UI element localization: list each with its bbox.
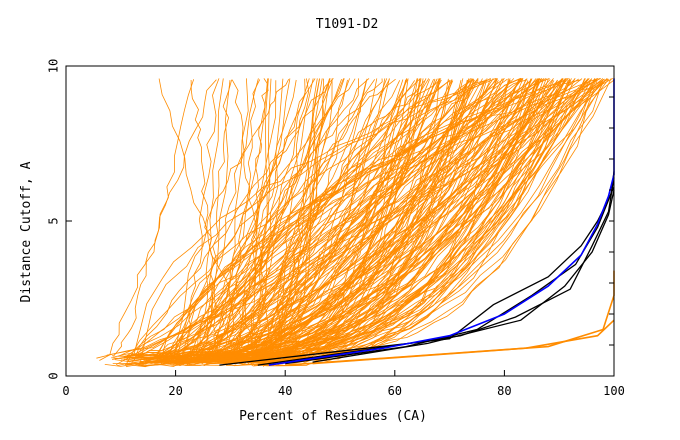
model-curve (246, 78, 589, 356)
model-curve (243, 78, 524, 360)
model-curve (198, 78, 523, 359)
model-curve (148, 80, 486, 362)
blue-curve-4 (268, 78, 615, 366)
model-curve (179, 79, 297, 360)
x-tick-label: 40 (278, 384, 292, 398)
x-axis-label: Percent of Residues (CA) (239, 409, 427, 424)
model-curve (128, 78, 589, 362)
model-curve (255, 78, 549, 367)
plot-lines (96, 78, 615, 368)
model-curve (133, 79, 490, 355)
model-curve (155, 78, 550, 356)
model-curve (247, 78, 269, 365)
model-curve (227, 78, 580, 362)
model-curve (173, 79, 290, 357)
model-curve (99, 79, 217, 361)
model-curve (197, 78, 249, 356)
x-tick-label: 80 (497, 384, 511, 398)
model-curve (188, 78, 378, 362)
model-curve (255, 78, 471, 358)
model-curve (211, 79, 434, 364)
model-curve (196, 79, 451, 356)
model-curve (180, 79, 582, 362)
model-curve (112, 78, 608, 360)
model-curve (251, 78, 269, 356)
model-curve (200, 79, 422, 363)
model-curve (270, 79, 479, 363)
y-tick-label: 0 (47, 372, 61, 379)
model-curve (175, 80, 454, 356)
model-curve (264, 78, 503, 360)
model-curve (212, 80, 416, 360)
model-curve (166, 80, 401, 364)
x-axis-ticks: 0 20 40 60 80 100 (62, 370, 625, 398)
model-curve (164, 78, 567, 361)
model-curve (188, 80, 333, 366)
model-curve (256, 78, 318, 361)
model-curve (112, 79, 195, 357)
model-curve (263, 79, 528, 358)
model-curve (238, 78, 396, 358)
x-tick-label: 20 (168, 384, 182, 398)
model-curve (154, 78, 521, 359)
model-curve (250, 79, 533, 366)
model-curve (214, 78, 427, 362)
chart-title: T1091-D2 (316, 17, 379, 32)
model-curve (207, 78, 604, 361)
model-curve (267, 78, 605, 360)
y-axis-label: Distance Cutoff, A (19, 161, 34, 302)
model-curve (121, 78, 596, 360)
highlight-lines (219, 78, 615, 366)
model-curve (153, 79, 532, 362)
model-curve (251, 79, 404, 367)
model-curve (172, 78, 370, 363)
y-axis-ticks: 0 5 10 (47, 59, 614, 380)
model-curve (157, 80, 367, 360)
x-tick-label: 60 (388, 384, 402, 398)
model-curve (126, 78, 505, 357)
model-curve (133, 78, 331, 361)
x-tick-label: 100 (603, 384, 625, 398)
model-curve (197, 78, 601, 354)
model-curve (246, 79, 591, 364)
model-curve (160, 80, 450, 365)
x-tick-label: 0 (62, 384, 69, 398)
model-curve (194, 78, 316, 354)
model-curve (231, 79, 274, 355)
model-curve (139, 78, 497, 366)
model-curve (137, 78, 566, 356)
y-tick-label: 10 (47, 59, 61, 73)
model-curve (224, 79, 571, 361)
model-curve (209, 78, 613, 360)
model-curve (126, 78, 479, 366)
model-curve (178, 78, 220, 367)
black-curve-3 (312, 189, 615, 363)
y-tick-label: 5 (47, 217, 61, 224)
model-curve (158, 78, 407, 363)
